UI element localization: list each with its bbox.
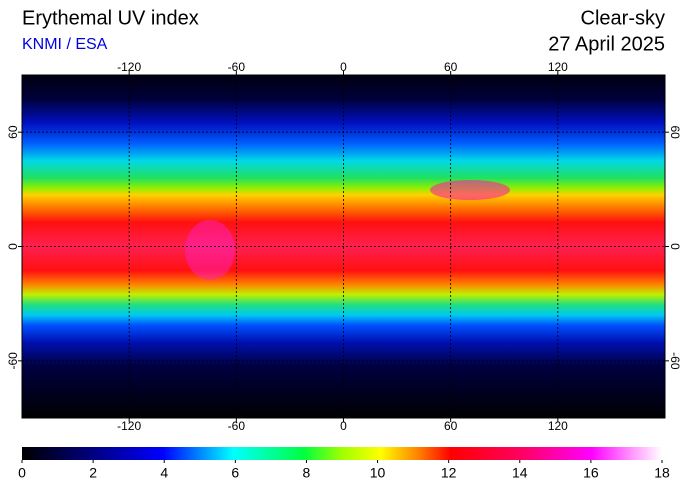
y-tick-label: -60 — [6, 352, 20, 370]
subtitle: KNMI / ESA — [22, 36, 108, 53]
y-tick-label: 60 — [6, 125, 20, 139]
x-tick-label: -120 — [117, 60, 141, 74]
x-tick-label: -60 — [228, 419, 246, 433]
colorbar-label: 0 — [18, 465, 26, 481]
x-tick-label: 60 — [444, 419, 458, 433]
colorbar-label: 8 — [303, 465, 311, 481]
title: Erythemal UV index — [22, 7, 199, 29]
date: 27 April 2025 — [548, 33, 665, 55]
colorbar-label: 4 — [160, 465, 168, 481]
colorbar-label: 6 — [231, 465, 239, 481]
x-tick-label: 0 — [340, 419, 347, 433]
colorbar-label: 2 — [89, 465, 97, 481]
y-tick-label: 60 — [668, 125, 682, 139]
x-tick-label: 60 — [444, 60, 458, 74]
y-tick-label: -60 — [668, 352, 682, 370]
colorbar — [22, 447, 662, 460]
tibet-high — [430, 180, 510, 200]
colorbar-label: 18 — [654, 465, 670, 481]
x-tick-label: 120 — [548, 60, 568, 74]
x-tick-label: 120 — [548, 419, 568, 433]
y-tick-label: 0 — [6, 243, 20, 250]
colorbar-label: 12 — [441, 465, 457, 481]
colorbar-label: 16 — [583, 465, 599, 481]
x-tick-label: -60 — [228, 60, 246, 74]
x-tick-label: 0 — [340, 60, 347, 74]
y-tick-label: 0 — [668, 243, 682, 250]
colorbar-label: 14 — [512, 465, 528, 481]
colorbar-label: 10 — [370, 465, 386, 481]
x-tick-label: -120 — [117, 419, 141, 433]
condition: Clear-sky — [581, 7, 665, 29]
andes-high — [185, 220, 235, 280]
